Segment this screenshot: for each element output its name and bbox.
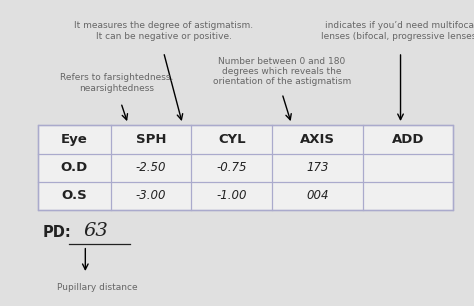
Text: It measures the degree of astigmatism.
It can be negative or positive.: It measures the degree of astigmatism. I…: [74, 21, 253, 41]
Text: Refers to farsightedness,
nearsightedness: Refers to farsightedness, nearsightednes…: [60, 73, 173, 93]
Text: -1.00: -1.00: [217, 189, 247, 202]
Text: 004: 004: [307, 189, 329, 202]
Text: -2.50: -2.50: [136, 161, 166, 174]
Text: O.D: O.D: [61, 161, 88, 174]
Text: -0.75: -0.75: [217, 161, 247, 174]
Text: -3.00: -3.00: [136, 189, 166, 202]
Text: PD:: PD:: [43, 225, 72, 240]
Text: 173: 173: [307, 161, 329, 174]
FancyBboxPatch shape: [38, 125, 453, 210]
Text: CYL: CYL: [218, 133, 246, 146]
Text: AXIS: AXIS: [301, 133, 336, 146]
Text: 63: 63: [83, 222, 108, 240]
Text: Pupillary distance: Pupillary distance: [57, 283, 137, 292]
Text: ADD: ADD: [392, 133, 424, 146]
Text: SPH: SPH: [136, 133, 166, 146]
Text: Number between 0 and 180
degrees which reveals the
orientation of the astigmatis: Number between 0 and 180 degrees which r…: [213, 57, 351, 86]
Text: Eye: Eye: [61, 133, 88, 146]
Text: indicates if you’d need multifocal
lenses (bifocal, progressive lenses): indicates if you’d need multifocal lense…: [321, 21, 474, 41]
Text: O.S: O.S: [61, 189, 87, 202]
